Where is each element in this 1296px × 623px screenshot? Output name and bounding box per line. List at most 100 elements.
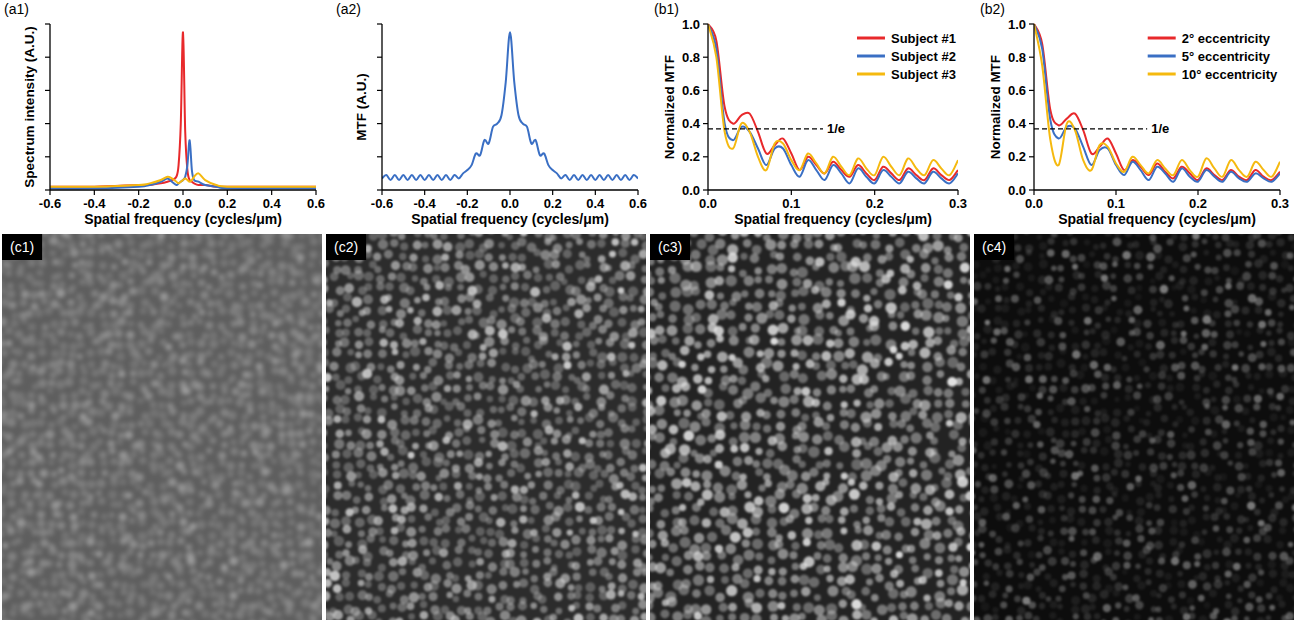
image-speckle xyxy=(48,520,57,529)
image-speckle xyxy=(116,501,124,509)
x-tick xyxy=(227,190,228,195)
image-speckle xyxy=(248,582,254,588)
image-speckle xyxy=(169,511,175,517)
image-speckle xyxy=(555,417,563,425)
image-speckle xyxy=(178,268,185,275)
image-speckle xyxy=(441,253,449,261)
image-speckle xyxy=(58,457,64,463)
image-speckle xyxy=(208,399,214,405)
image-speckle xyxy=(79,520,86,527)
image-speckle xyxy=(256,548,265,557)
image-speckle xyxy=(126,331,135,340)
image-speckle xyxy=(62,252,68,258)
image-speckle xyxy=(540,369,550,379)
image-speckle xyxy=(19,283,25,289)
image-speckle xyxy=(502,262,509,269)
image-speckle xyxy=(265,427,272,434)
image-speckle xyxy=(250,312,256,318)
image-speckle xyxy=(259,618,266,620)
image-speckle xyxy=(209,590,217,598)
image-speckle xyxy=(258,271,264,277)
image-speckle xyxy=(361,429,371,439)
image-speckle xyxy=(627,294,634,301)
image-speckle xyxy=(107,567,116,576)
image-speckle xyxy=(150,309,157,316)
image-speckle xyxy=(440,320,447,327)
y-tick xyxy=(1029,57,1034,58)
image-speckle xyxy=(16,538,22,544)
image-speckle xyxy=(347,349,353,355)
image-speckle xyxy=(137,511,146,520)
image-speckle xyxy=(279,367,288,376)
image-speckle xyxy=(428,381,437,390)
image-speckle xyxy=(534,234,543,238)
image-speckle xyxy=(422,255,429,262)
image-speckle xyxy=(320,440,322,447)
image-speckle xyxy=(212,601,218,607)
image-speckle xyxy=(487,359,496,368)
image-speckle xyxy=(8,409,17,418)
image-speckle xyxy=(2,416,8,425)
image-speckle xyxy=(59,477,68,486)
image-speckle xyxy=(51,578,59,586)
image-speckle xyxy=(334,415,342,423)
reference-line xyxy=(708,128,823,129)
image-speckle xyxy=(70,490,79,499)
image-speckle xyxy=(326,429,327,437)
image-speckle xyxy=(278,250,284,256)
image-speckle xyxy=(297,523,306,532)
y-tick xyxy=(703,90,708,91)
image-speckle xyxy=(216,551,222,557)
image-speckle xyxy=(107,380,114,387)
image-speckle xyxy=(606,338,615,347)
image-speckle xyxy=(129,540,138,549)
image-speckle xyxy=(102,470,108,476)
image-speckle xyxy=(256,349,264,357)
series-line xyxy=(708,24,958,184)
x-tick xyxy=(271,190,272,195)
x-tick-label: 0.4 xyxy=(263,196,282,211)
image-speckle xyxy=(20,498,26,504)
image-speckle xyxy=(295,481,304,490)
image-speckle xyxy=(46,560,52,566)
image-speckle xyxy=(39,469,48,478)
image-speckle xyxy=(57,240,66,249)
image-speckle xyxy=(2,608,6,617)
image-speckle xyxy=(196,511,203,518)
image-speckle xyxy=(531,372,539,380)
image-speckle xyxy=(67,331,74,338)
image-speckle xyxy=(251,234,257,236)
image-speckle xyxy=(140,581,148,589)
image-speckle xyxy=(362,369,372,379)
image-speckle xyxy=(166,358,175,367)
image-speckle xyxy=(110,363,117,370)
image-speckle xyxy=(246,360,253,367)
image-speckle xyxy=(289,561,295,567)
image-speckle xyxy=(440,297,449,306)
image-speckle xyxy=(484,337,494,347)
image-speckle xyxy=(289,280,296,287)
image-speckle xyxy=(206,559,213,566)
image-speckle xyxy=(582,327,591,336)
image-speckle xyxy=(168,428,176,436)
image-speckle xyxy=(296,289,305,298)
image-speckle xyxy=(298,469,304,475)
image-speckle xyxy=(178,418,187,427)
image-speckle xyxy=(228,378,234,384)
image-speckle xyxy=(12,604,18,610)
image-speckle xyxy=(188,320,194,326)
image-speckle xyxy=(326,393,327,402)
x-tick xyxy=(94,190,95,195)
image-speckle xyxy=(544,381,551,388)
image-speckle xyxy=(131,508,137,514)
image-speckle xyxy=(567,298,576,307)
image-speckle xyxy=(147,338,154,345)
image-speckle xyxy=(39,528,47,536)
image-speckle xyxy=(208,521,214,527)
image-speckle xyxy=(414,234,422,237)
image-speckle xyxy=(501,363,510,372)
image-speckle xyxy=(465,292,475,302)
image-speckle xyxy=(208,583,214,589)
y-tick xyxy=(1029,189,1034,190)
image-speckle xyxy=(326,373,332,382)
